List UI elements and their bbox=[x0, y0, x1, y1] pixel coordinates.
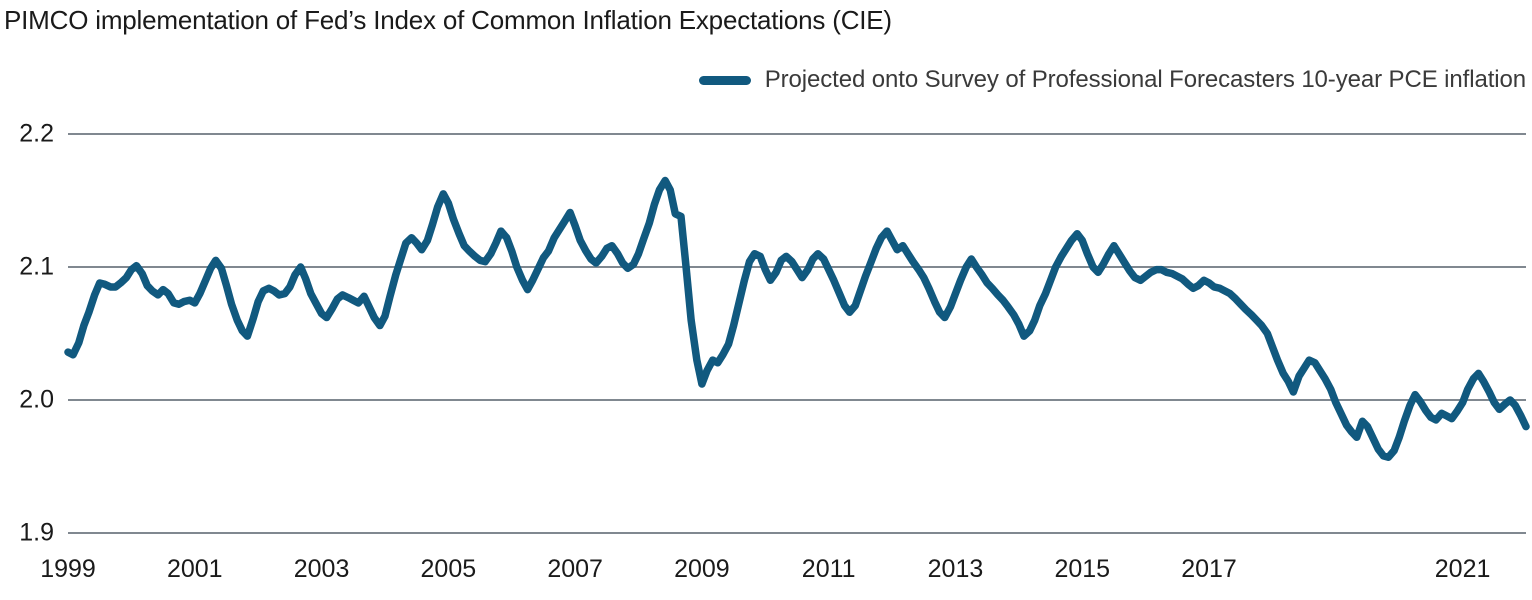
x-axis-tick-label: 2003 bbox=[293, 555, 350, 583]
series-group bbox=[64, 176, 1530, 461]
x-axis-tick-label: 2013 bbox=[927, 555, 984, 583]
page-title: PIMCO implementation of Fed’s Index of C… bbox=[4, 5, 892, 35]
legend-item-label: Projected onto Survey of Professional Fo… bbox=[764, 66, 1526, 93]
x-axis-tick-label: 2007 bbox=[547, 555, 603, 583]
x-axis-tick-label: 2001 bbox=[166, 555, 223, 583]
x-axis-tick-label: 2011 bbox=[801, 555, 856, 583]
y-axis-tick-label: 2.2 bbox=[19, 119, 54, 148]
series-line-0 bbox=[64, 176, 1530, 461]
x-axis-tick-label: 2021 bbox=[1434, 555, 1491, 583]
x-axis-tick-label: 2009 bbox=[674, 555, 730, 583]
legend-line-swatch-icon bbox=[698, 75, 751, 85]
y-axis-labels: 2.2 2.1 2.0 1.9 bbox=[0, 0, 54, 600]
x-axis-tick-label: 1999 bbox=[40, 555, 96, 583]
y-axis-tick-label: 2.1 bbox=[19, 252, 54, 281]
x-axis-tick-label: 2015 bbox=[1054, 555, 1111, 583]
y-axis-tick-label: 2.0 bbox=[19, 385, 54, 414]
y-axis-tick-label: 1.9 bbox=[19, 518, 54, 547]
chart-legend: Projected onto Survey of Professional Fo… bbox=[698, 66, 1526, 94]
x-axis-tick-label: 2017 bbox=[1181, 555, 1237, 583]
x-axis-tick-label: 2005 bbox=[420, 555, 477, 583]
